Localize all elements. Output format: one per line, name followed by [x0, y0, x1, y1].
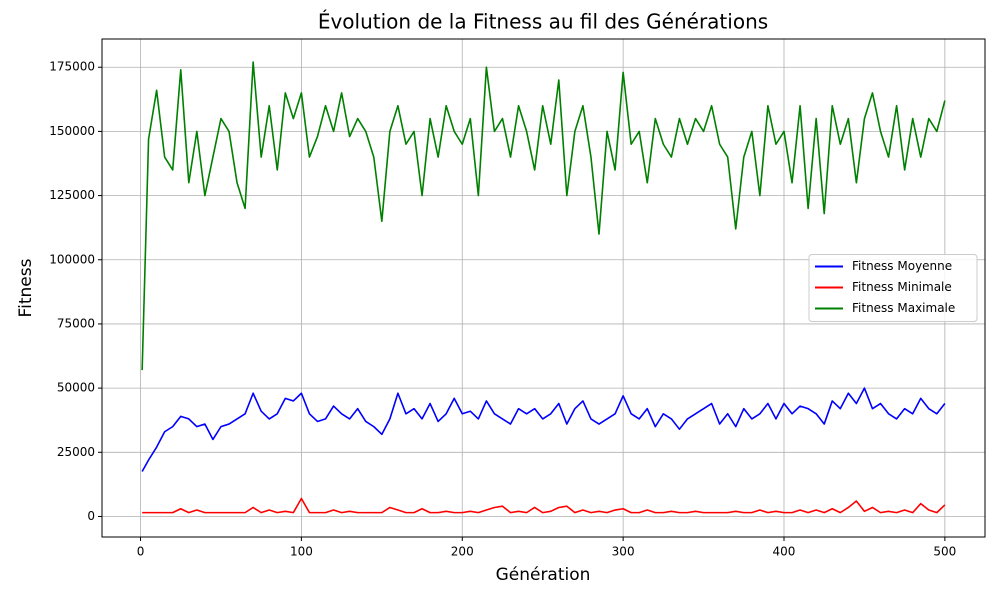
y-tick-label: 175000	[49, 60, 95, 74]
x-tick-label: 0	[137, 545, 145, 559]
y-tick-label: 50000	[57, 381, 95, 395]
plot-frame	[101, 38, 986, 538]
x-tick-label: 100	[290, 545, 313, 559]
x-axis-label: Génération	[496, 565, 591, 585]
y-tick-label: 125000	[49, 188, 95, 202]
series-line	[141, 387, 946, 472]
x-tick-label: 200	[451, 545, 474, 559]
series-line	[141, 61, 946, 371]
legend-label: Fitness Minimale	[852, 280, 952, 294]
x-tick-label: 400	[773, 545, 796, 559]
legend-box	[808, 254, 978, 322]
x-tick-label: 500	[933, 545, 956, 559]
legend-label: Fitness Moyenne	[852, 259, 952, 273]
series-line	[142, 497, 946, 514]
y-tick-label: 150000	[49, 124, 95, 138]
x-tick-label: 300	[612, 545, 635, 559]
y-tick-label: 0	[87, 509, 95, 523]
chart-title: Évolution de la Fitness au fil des Génér…	[318, 10, 768, 34]
legend-label: Fitness Maximale	[852, 301, 955, 315]
y-axis-label: Fitness	[16, 258, 36, 317]
y-tick-label: 25000	[57, 445, 95, 459]
y-tick-label: 75000	[57, 316, 95, 330]
y-tick-label: 100000	[49, 252, 95, 266]
